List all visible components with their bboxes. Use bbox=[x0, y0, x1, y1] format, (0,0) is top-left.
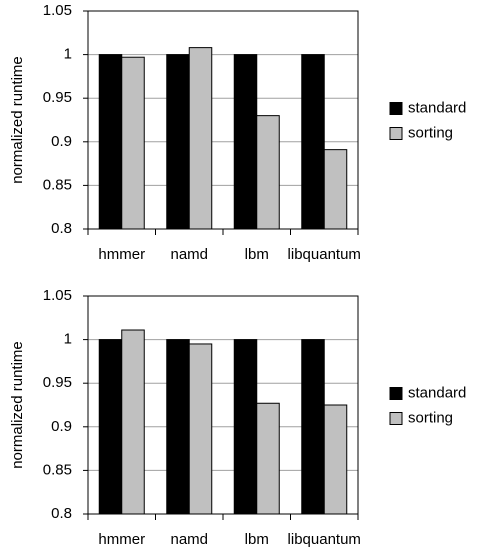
legend-label: standard bbox=[408, 99, 466, 116]
y-tick-label: 0.8 bbox=[51, 220, 72, 237]
x-tick-label: namd bbox=[170, 246, 208, 263]
bar bbox=[301, 54, 325, 230]
y-tick-label: 1.05 bbox=[43, 2, 72, 19]
bar bbox=[121, 56, 145, 230]
legend-label: standard bbox=[408, 384, 466, 401]
y-tick-label: 1.05 bbox=[43, 287, 72, 304]
bar bbox=[256, 115, 280, 230]
legend-swatch bbox=[389, 127, 403, 140]
bar bbox=[323, 149, 348, 230]
legend-label: sorting bbox=[408, 124, 453, 141]
x-tick-label: lbm bbox=[245, 246, 269, 263]
bar bbox=[233, 339, 258, 515]
y-tick-label: 1 bbox=[64, 331, 72, 348]
plot-frame bbox=[87, 295, 359, 515]
bar bbox=[188, 47, 213, 230]
bar bbox=[166, 54, 190, 230]
x-tick-label: libquantum bbox=[288, 531, 361, 548]
legend-swatch bbox=[389, 412, 403, 425]
bar bbox=[301, 339, 325, 515]
y-tick-label: 0.95 bbox=[43, 89, 72, 106]
y-axis-label: normalized runtime bbox=[9, 341, 26, 469]
y-tick-label: 0.85 bbox=[43, 176, 72, 193]
y-axis-label: normalized runtime bbox=[9, 56, 26, 184]
x-tick-label: hmmer bbox=[98, 246, 145, 263]
plot-frame bbox=[87, 10, 359, 230]
legend-swatch bbox=[389, 102, 403, 115]
y-tick-label: 0.9 bbox=[51, 133, 72, 150]
y-tick-label: 0.85 bbox=[43, 461, 72, 478]
x-tick-label: namd bbox=[170, 531, 208, 548]
y-tick-label: 0.9 bbox=[51, 418, 72, 435]
bar bbox=[98, 54, 123, 230]
bar bbox=[166, 339, 190, 515]
bar bbox=[188, 343, 213, 515]
bar bbox=[256, 402, 280, 515]
bar bbox=[98, 339, 123, 515]
bar bbox=[323, 404, 348, 515]
x-tick-label: hmmer bbox=[98, 531, 145, 548]
legend-label: sorting bbox=[408, 409, 453, 426]
legend-swatch bbox=[389, 387, 403, 400]
y-tick-label: 0.8 bbox=[51, 505, 72, 522]
y-tick-label: 0.95 bbox=[43, 374, 72, 391]
x-tick-label: lbm bbox=[245, 531, 269, 548]
bar bbox=[121, 329, 145, 515]
bar bbox=[233, 54, 258, 230]
x-tick-label: libquantum bbox=[288, 246, 361, 263]
y-tick-label: 1 bbox=[64, 46, 72, 63]
